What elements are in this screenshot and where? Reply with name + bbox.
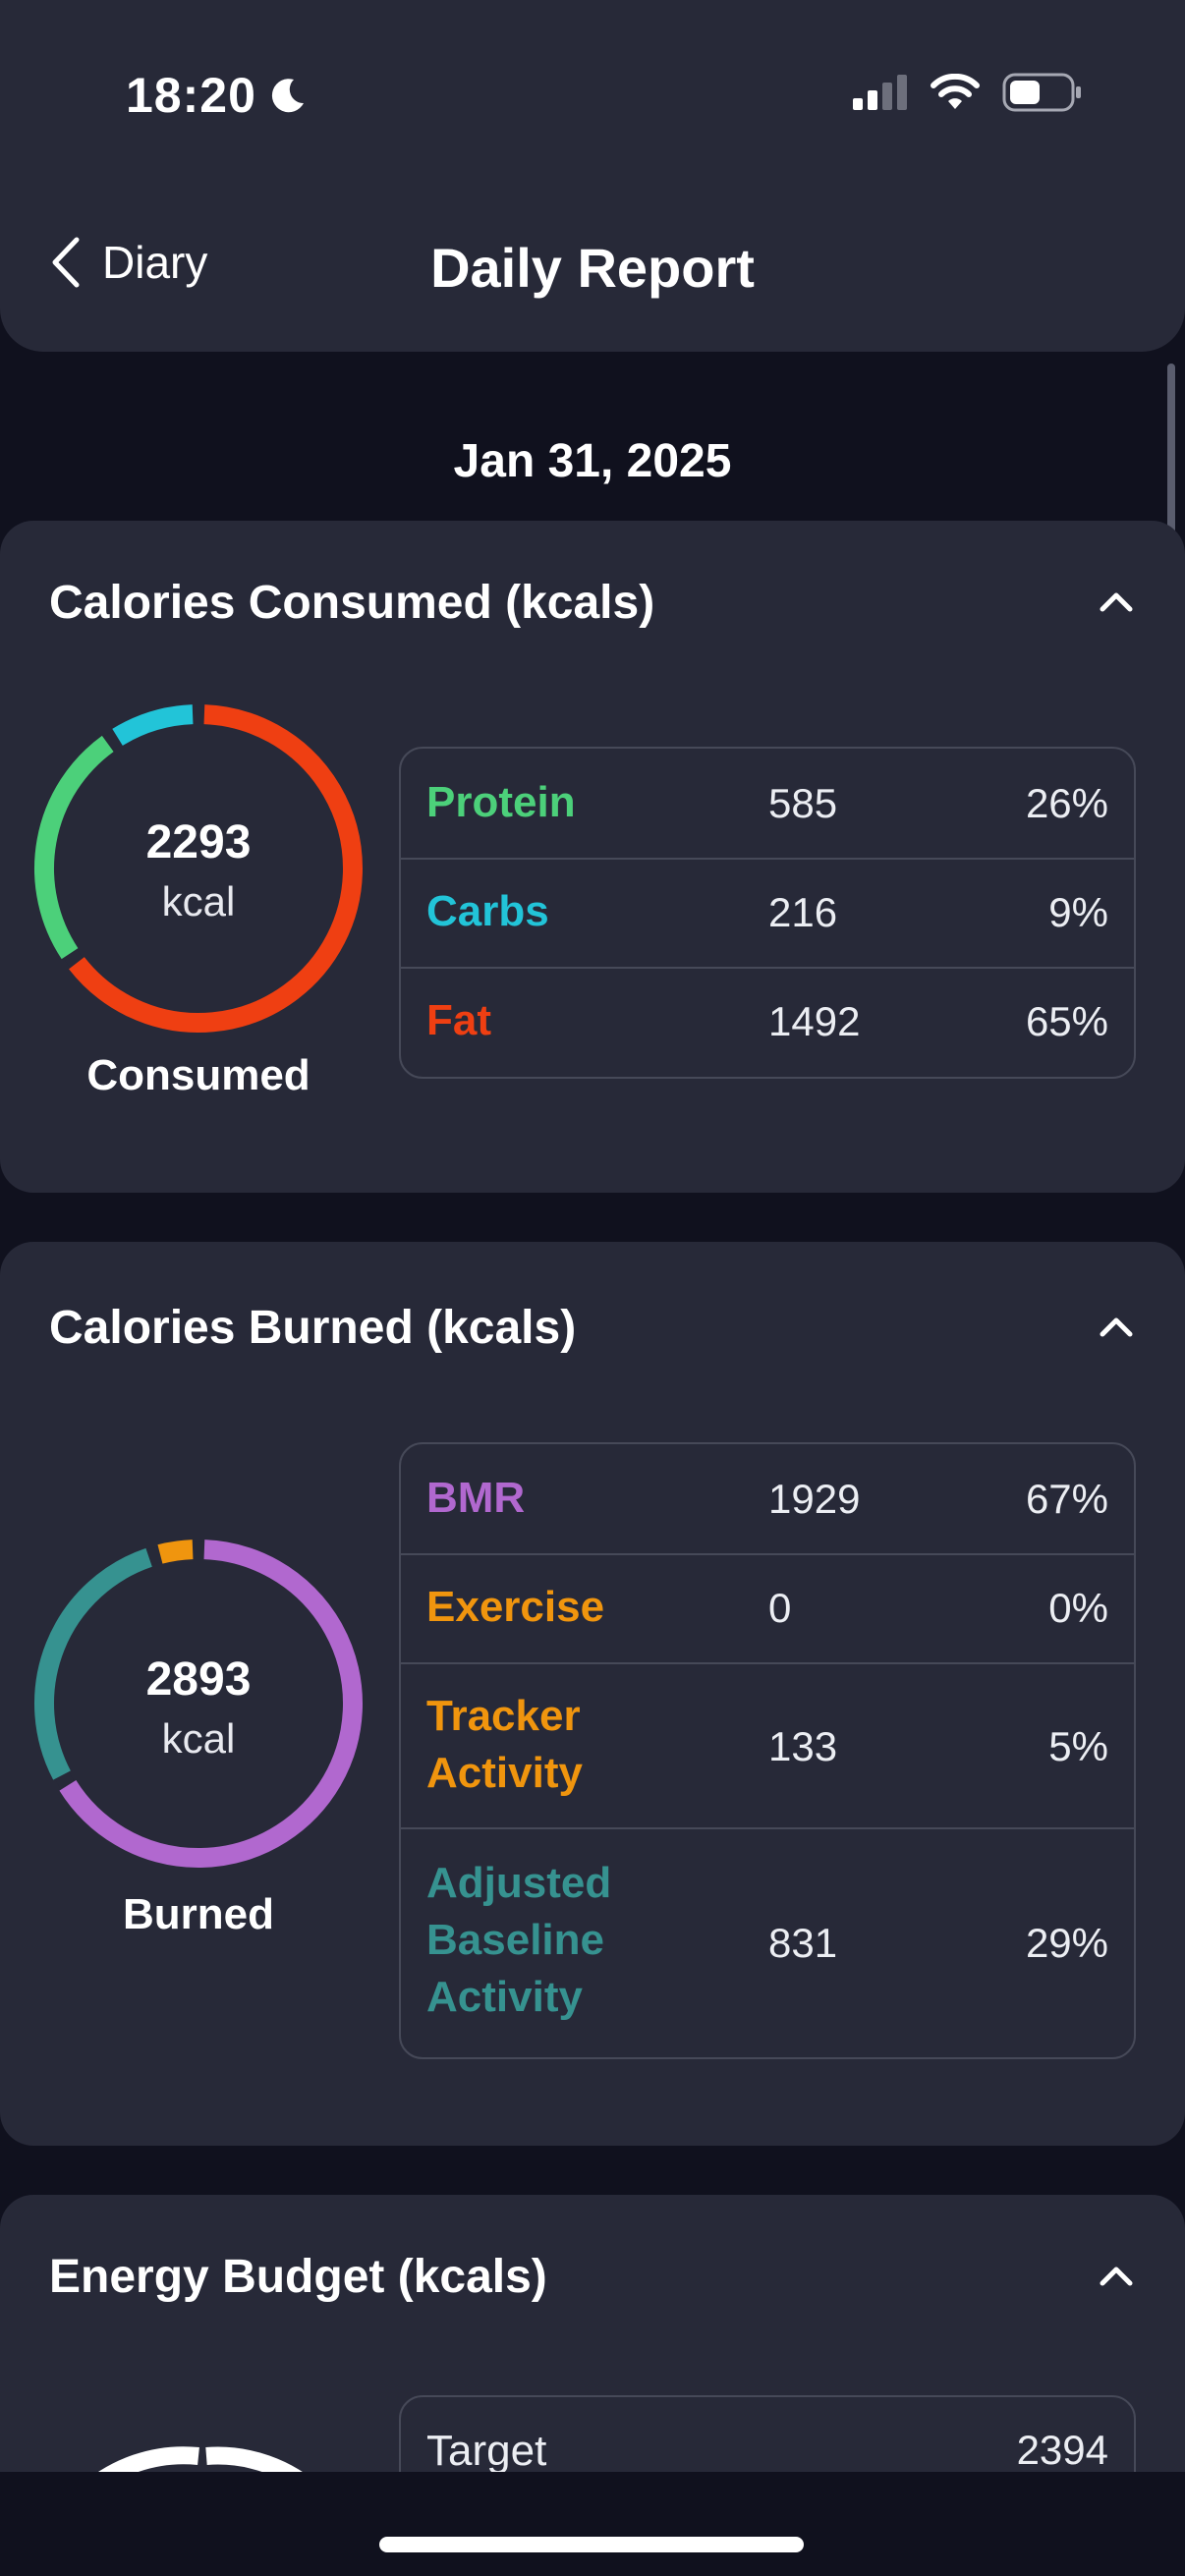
table-row-tracker-activity: Tracker Activity 133 5% [401, 1662, 1134, 1827]
row-name-line: Activity [426, 1973, 583, 2021]
battery-icon [1002, 73, 1081, 112]
row-name: Protein [426, 778, 576, 826]
donut-segment-tracker-activity [157, 1540, 194, 1564]
wifi-icon [931, 74, 980, 109]
cellular-signal-icon [853, 75, 907, 110]
consumed-caption: Consumed [86, 1051, 310, 1099]
row-value: 133 [768, 1723, 838, 1769]
calories-consumed-title: Calories Consumed (kcals) [49, 577, 655, 629]
row-value: 585 [768, 780, 838, 826]
row-percent: 26% [1025, 780, 1108, 826]
row-percent: 67% [1025, 1476, 1108, 1522]
row-value: 1492 [768, 998, 861, 1044]
moon-icon [271, 79, 304, 113]
calories-burned-title: Calories Burned (kcals) [49, 1302, 577, 1354]
home-indicator-area [0, 2472, 1185, 2576]
table-row-fat: Fat 1492 65% [401, 967, 1134, 1077]
row-value: 2394 [1016, 2427, 1108, 2473]
row-percent: 5% [1048, 1723, 1108, 1769]
table-row-adjusted-baseline-activity: Adjusted Baseline Activity 831 29% [401, 1827, 1134, 2057]
table-row-bmr: BMR 1929 67% [401, 1444, 1134, 1553]
row-percent: 9% [1048, 889, 1108, 935]
table-row-protein: Protein 585 26% [401, 749, 1134, 858]
donut-segment-fat [69, 704, 363, 1033]
collapse-chevron-up-icon[interactable] [1097, 582, 1136, 621]
row-percent: 0% [1048, 1585, 1108, 1631]
consumed-total-value: 2293 [145, 816, 252, 868]
status-icons [853, 73, 1083, 112]
row-name-line: Baseline [426, 1916, 604, 1964]
chevron-left-icon [52, 237, 80, 288]
table-row-target: Target 2394 [401, 2397, 1134, 2506]
burned-total-unit: kcal [161, 1715, 236, 1762]
page-title: Daily Report [430, 237, 755, 299]
row-name-line: Tracker [426, 1692, 581, 1740]
row-value: 216 [768, 889, 838, 935]
row-name: BMR [426, 1474, 526, 1522]
table-row-exercise: Exercise 0 0% [401, 1553, 1134, 1662]
burned-breakdown-table: BMR 1929 67% Exercise 0 0% Tracker Activ… [399, 1442, 1136, 2059]
status-time: 18:20 [126, 67, 308, 124]
collapse-chevron-up-icon[interactable] [1097, 1307, 1136, 1346]
collapse-chevron-up-icon[interactable] [1097, 2256, 1136, 2295]
row-value: 831 [768, 1920, 838, 1966]
donut-segment-carbs [112, 704, 194, 747]
top-header: 18:20 Diary Daily Report [0, 0, 1185, 352]
row-value: 1929 [768, 1476, 861, 1522]
energy-budget-table: Target 2394 [399, 2395, 1136, 2576]
calories-burned-card: Calories Burned (kcals) 2893 kcal Burned… [0, 1242, 1185, 2146]
report-date: Jan 31, 2025 [453, 435, 732, 487]
row-percent: 65% [1025, 998, 1108, 1044]
consumed-donut-chart [34, 704, 363, 1033]
back-button[interactable]: Diary [49, 236, 207, 289]
scroll-indicator[interactable] [1167, 364, 1175, 660]
row-name: Exercise [426, 1583, 605, 1631]
energy-budget-title: Energy Budget (kcals) [49, 2251, 547, 2303]
row-percent: 29% [1025, 1920, 1108, 1966]
consumed-macros-table: Protein 585 26% Carbs 216 9% Fat 1492 65… [399, 747, 1136, 1079]
burned-caption: Burned [123, 1890, 274, 1938]
status-time-text: 18:20 [126, 68, 256, 123]
row-name-line: Adjusted [426, 1859, 612, 1907]
donut-segment-bmr [59, 1540, 363, 1868]
donut-segment-adjusted-baseline [34, 1547, 152, 1780]
row-name: Adjusted Baseline Activity [426, 1855, 611, 2026]
row-name: Carbs [426, 887, 549, 935]
calories-consumed-card: Calories Consumed (kcals) 2293 kcal Cons… [0, 521, 1185, 1193]
table-row-carbs: Carbs 216 9% [401, 858, 1134, 967]
home-indicator[interactable] [379, 2537, 804, 2552]
burned-total-value: 2893 [145, 1653, 252, 1706]
row-name-line: Activity [426, 1749, 583, 1797]
consumed-total-unit: kcal [161, 878, 236, 924]
row-name: Fat [426, 996, 491, 1044]
row-name: Target [426, 2427, 547, 2475]
burned-donut-chart [34, 1540, 363, 1868]
back-button-label: Diary [102, 237, 208, 288]
row-name: Tracker Activity [426, 1688, 583, 1802]
donut-segment-protein [34, 735, 114, 960]
row-value: 0 [768, 1585, 792, 1631]
